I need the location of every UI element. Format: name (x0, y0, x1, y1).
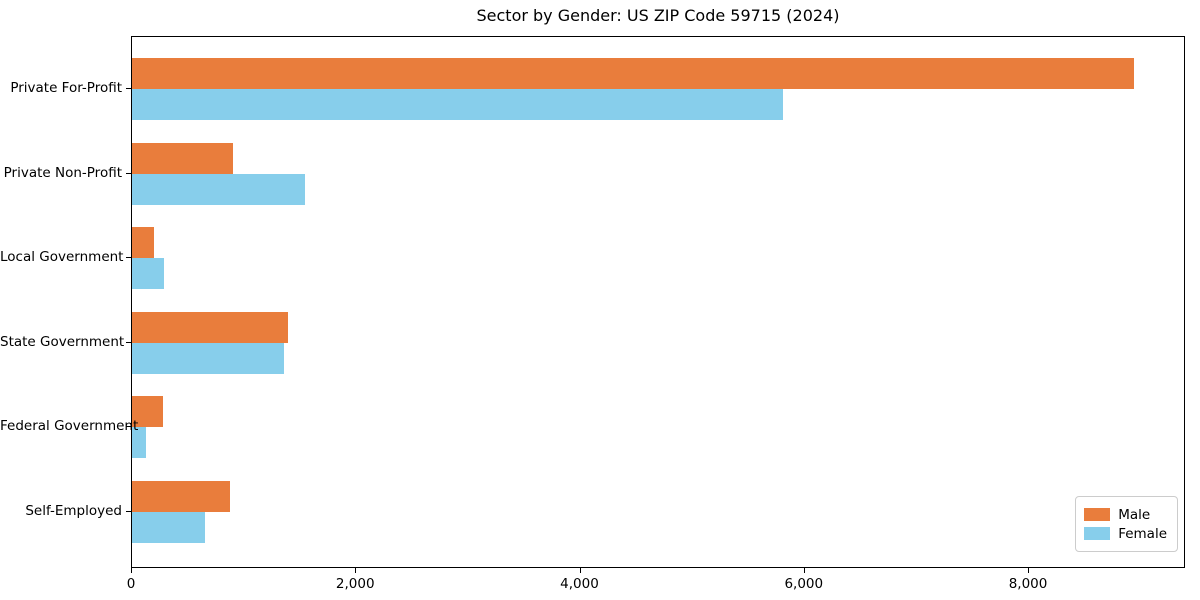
male-bar (132, 58, 1134, 89)
bar-group (132, 311, 1184, 374)
x-tick-mark (355, 568, 357, 573)
female-bar (132, 173, 306, 205)
x-tick-label: 2,000 (335, 576, 375, 592)
y-tick-label: Private Non-Profit (3, 164, 122, 181)
x-tick-mark (579, 568, 581, 573)
male-bar (132, 142, 233, 174)
x-tick-label: 4,000 (560, 576, 599, 592)
bar-group (132, 58, 1184, 120)
legend-entry: Female (1084, 525, 1167, 542)
male-legend-swatch (1084, 508, 1111, 521)
female-bar (132, 89, 784, 120)
bar-group (132, 227, 1184, 289)
y-tick-mark (126, 257, 131, 258)
male-bar (132, 311, 288, 343)
legend-label: Female (1118, 525, 1167, 542)
x-tick-mark (131, 568, 132, 573)
y-tick-mark (126, 426, 131, 427)
y-tick-mark (126, 341, 131, 343)
female-bar (132, 258, 165, 289)
female-bar (132, 427, 146, 458)
y-tick-label: Private For-Profit (10, 80, 122, 96)
bar-group (132, 142, 1184, 205)
x-tick-mark (1028, 568, 1030, 573)
y-tick-label: State Government (0, 333, 125, 350)
bar-group (132, 396, 1184, 458)
bar-group (132, 480, 1184, 543)
male-bar (132, 480, 230, 512)
y-tick-mark (126, 88, 131, 89)
female-bar (132, 511, 205, 543)
legend: Male Female (1075, 496, 1178, 552)
x-tick-label: 8,000 (1008, 576, 1048, 592)
female-bar (132, 342, 284, 374)
male-bar (132, 227, 155, 258)
female-legend-swatch (1084, 527, 1111, 540)
x-tick-label: 0 (126, 576, 136, 592)
x-tick-mark (803, 568, 805, 573)
y-tick-mark (126, 510, 131, 512)
y-tick-label: Local Government (0, 249, 124, 265)
y-tick-mark (126, 172, 131, 174)
plot-area: Male Female (131, 36, 1185, 568)
legend-label: Male (1118, 506, 1151, 523)
legend-entry: Male (1084, 506, 1167, 523)
x-tick-label: 6,000 (784, 576, 824, 592)
chart-title: Sector by Gender: US ZIP Code 59715 (202… (476, 6, 840, 25)
y-tick-label: Self-Employed (25, 502, 122, 519)
y-tick-label: Federal Government (0, 418, 139, 434)
male-bar (132, 396, 164, 427)
